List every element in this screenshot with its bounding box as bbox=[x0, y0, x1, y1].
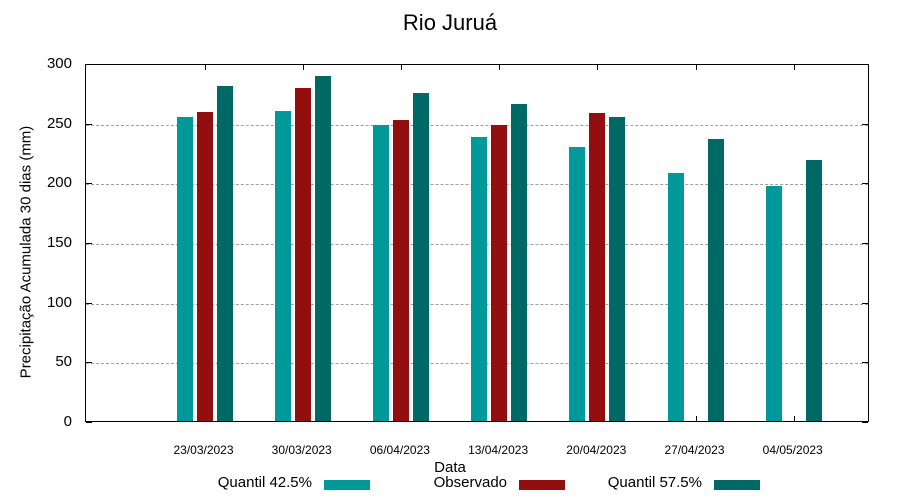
legend-label: Quantil 42.5% bbox=[217, 474, 312, 491]
bar-observado bbox=[491, 125, 508, 421]
y-tick bbox=[86, 422, 92, 423]
bar-observado bbox=[589, 113, 606, 421]
y-tick bbox=[86, 362, 92, 364]
y-tick bbox=[862, 243, 868, 244]
bar-quantil-57-5- bbox=[314, 76, 331, 421]
y-tick bbox=[862, 362, 868, 364]
x-axis-title: Data bbox=[434, 459, 466, 476]
legend-swatch-quantil-57-5 bbox=[714, 480, 760, 490]
x-tick-label: 23/03/2023 bbox=[173, 443, 234, 457]
legend-label: Quantil 57.5% bbox=[607, 474, 702, 491]
y-tick bbox=[86, 183, 92, 185]
gridline bbox=[86, 124, 868, 126]
x-tick bbox=[204, 65, 206, 70]
bar-quantil-57-5- bbox=[707, 139, 724, 421]
x-tick-label: 27/04/2023 bbox=[664, 443, 725, 457]
bar-quantil-42-5- bbox=[765, 185, 782, 421]
y-tick-label: 200 bbox=[46, 174, 72, 192]
legend-swatch-observado bbox=[519, 480, 565, 490]
y-tick bbox=[86, 243, 92, 244]
y-tick-label: 300 bbox=[46, 55, 72, 72]
x-tick-label: 30/03/2023 bbox=[271, 443, 332, 457]
y-axis-title: Precipitação Acumulada 30 dias (mm) bbox=[17, 125, 35, 379]
x-tick bbox=[793, 65, 795, 70]
x-tick bbox=[793, 416, 795, 421]
x-tick bbox=[400, 65, 402, 70]
y-tick bbox=[86, 123, 92, 125]
legend-label: Observado bbox=[433, 474, 507, 491]
bar-quantil-42-5- bbox=[667, 172, 684, 421]
x-tick bbox=[302, 65, 304, 70]
x-tick-label: 06/04/2023 bbox=[369, 443, 430, 457]
y-tick-label: 0 bbox=[63, 413, 72, 430]
bar-quantil-57-5- bbox=[412, 92, 429, 421]
bar-quantil-57-5- bbox=[805, 159, 822, 421]
y-tick bbox=[862, 64, 868, 65]
y-tick-label: 100 bbox=[46, 293, 72, 311]
y-tick bbox=[86, 302, 92, 304]
y-tick bbox=[86, 64, 92, 65]
bar-observado bbox=[196, 111, 213, 421]
x-tick bbox=[597, 65, 599, 70]
bar-observado bbox=[392, 120, 409, 421]
bar-quantil-42-5- bbox=[372, 125, 389, 421]
y-tick bbox=[862, 123, 868, 125]
y-tick-label: 50 bbox=[55, 353, 72, 371]
bar-quantil-57-5- bbox=[511, 103, 528, 421]
y-tick bbox=[862, 183, 868, 185]
x-tick-label: 13/04/2023 bbox=[468, 443, 529, 457]
bar-quantil-42-5- bbox=[176, 116, 193, 421]
bar-quantil-42-5- bbox=[471, 137, 488, 421]
bar-quantil-57-5- bbox=[216, 85, 233, 421]
bar-quantil-57-5- bbox=[609, 116, 626, 421]
y-tick-label: 250 bbox=[46, 114, 72, 132]
y-tick-label: 150 bbox=[46, 234, 72, 251]
bar-quantil-42-5- bbox=[274, 110, 291, 421]
y-tick bbox=[862, 302, 868, 304]
x-tick bbox=[499, 65, 501, 70]
x-tick-label: 04/05/2023 bbox=[762, 443, 823, 457]
plot-area bbox=[85, 64, 869, 423]
chart-title: Rio Juruá bbox=[402, 10, 498, 35]
y-tick bbox=[862, 422, 868, 423]
bar-observado bbox=[294, 88, 311, 421]
x-tick bbox=[695, 65, 697, 70]
x-tick bbox=[695, 416, 697, 421]
legend-swatch-quantil-42-5 bbox=[324, 480, 370, 490]
x-tick-label: 20/04/2023 bbox=[566, 443, 627, 457]
bar-quantil-42-5- bbox=[569, 146, 586, 421]
